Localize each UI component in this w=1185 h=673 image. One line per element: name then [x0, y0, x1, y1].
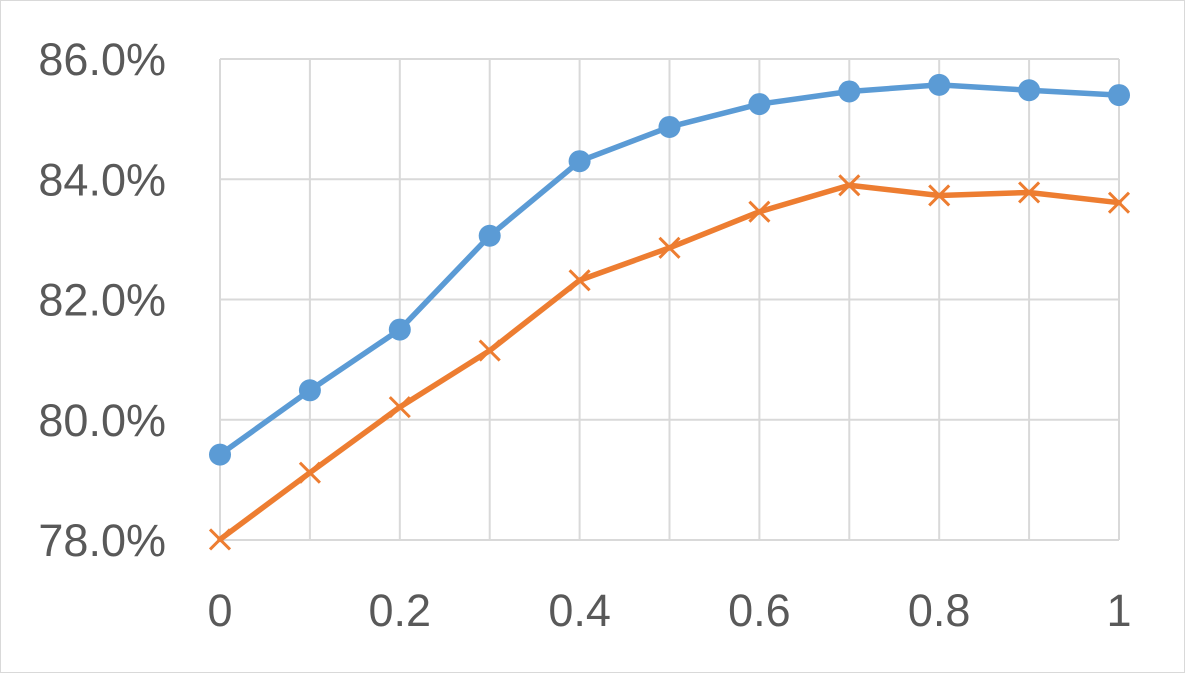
- series-2: [208, 174, 1131, 551]
- data-point: [1107, 191, 1131, 214]
- data-point: [1018, 181, 1041, 204]
- data-point: [298, 461, 321, 484]
- y-tick-label: 80.0%: [38, 395, 166, 446]
- data-point: [568, 269, 591, 292]
- x-tick-label: 0.2: [369, 585, 432, 636]
- x-tick-label: 0.6: [728, 585, 791, 636]
- data-point: [838, 174, 861, 197]
- data-point: [838, 80, 861, 103]
- data-point: [748, 200, 771, 223]
- y-axis-tick-labels: 78.0% 80.0% 82.0% 84.0% 86.0%: [38, 34, 166, 566]
- x-tick-label: 0.8: [908, 585, 971, 636]
- y-tick-label: 84.0%: [38, 154, 166, 205]
- series-1: [209, 73, 1130, 466]
- x-tick-label: 0.4: [548, 585, 611, 636]
- data-point: [568, 150, 591, 173]
- data-point: [1108, 84, 1130, 107]
- data-point: [208, 528, 232, 551]
- x-axis-tick-labels: 0 0.2 0.4 0.6 0.8 1: [207, 585, 1131, 636]
- data-point: [388, 396, 411, 419]
- data-point: [658, 115, 681, 138]
- y-tick-label: 86.0%: [38, 34, 166, 85]
- series-lines: [208, 73, 1131, 551]
- y-tick-label: 78.0%: [38, 515, 166, 566]
- x-tick-label: 1: [1106, 585, 1131, 636]
- data-point: [209, 443, 231, 466]
- data-point: [388, 318, 411, 341]
- data-point: [478, 339, 501, 362]
- gridlines: [219, 58, 1120, 541]
- data-point: [928, 184, 951, 207]
- data-point: [658, 236, 681, 259]
- x-tick-label: 0: [207, 585, 232, 636]
- data-point: [928, 73, 951, 96]
- data-point: [1018, 79, 1041, 102]
- data-point: [748, 93, 771, 116]
- data-point: [478, 224, 501, 247]
- y-tick-label: 82.0%: [38, 275, 166, 326]
- data-point: [298, 379, 321, 402]
